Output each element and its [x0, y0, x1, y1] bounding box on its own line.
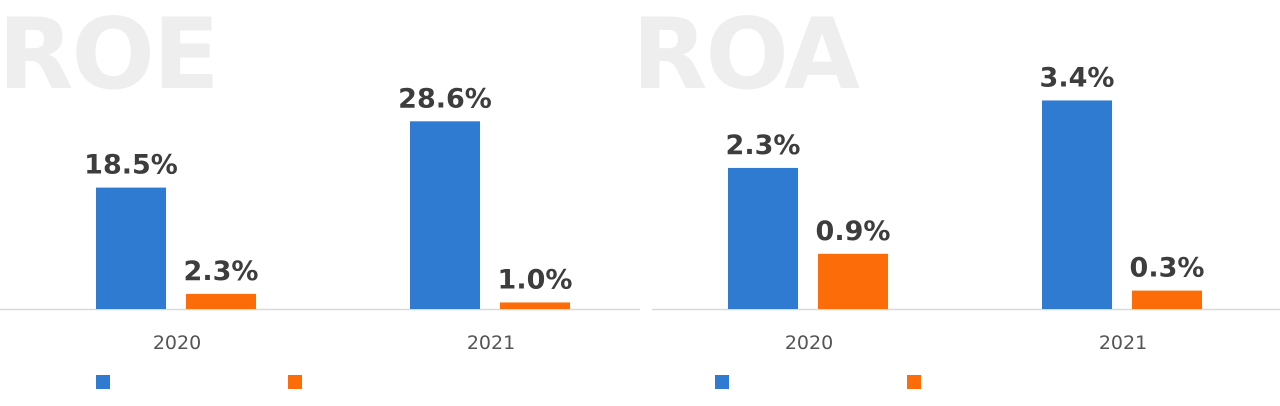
roa-legend-swatch-series-2	[907, 375, 921, 389]
roa-title: ROA	[632, 0, 860, 112]
roa-chart: ROA 2.3% 0.9% 2020 3.4% 0.3% 2021	[632, 0, 1280, 406]
roa-data-label-2020-series-2: 0.9%	[816, 216, 891, 247]
roa-legend-swatch-series-1	[715, 375, 729, 389]
roe-title: ROE	[0, 0, 220, 112]
roe-legend-swatch-series-2	[288, 375, 302, 389]
roe-x-tick-2021: 2021	[467, 332, 515, 354]
roe-plot: 18.5% 2.3% 2020 28.6% 1.0% 2021	[0, 83, 640, 354]
roe-x-tick-2020: 2020	[153, 332, 201, 354]
roa-plot: 2.3% 0.9% 2020 3.4% 0.3% 2021	[652, 62, 1280, 354]
roa-bar-2021-series-2	[1132, 290, 1202, 309]
roa-data-label-2020-series-1: 2.3%	[726, 130, 801, 161]
roe-chart: ROE 18.5% 2.3% 2020 28.6% 1.0% 2021	[0, 0, 640, 389]
roe-bar-2020-series-2	[186, 293, 256, 309]
roe-bar-2021-series-2	[500, 302, 570, 309]
roa-x-tick-2020: 2020	[785, 332, 833, 354]
roa-bar-2020-series-2	[818, 253, 888, 309]
roe-data-label-2021-series-1: 28.6%	[398, 83, 492, 114]
roa-x-tick-2021: 2021	[1099, 332, 1147, 354]
roa-data-label-2021-series-2: 0.3%	[1130, 253, 1205, 284]
roe-bar-2020-series-1	[96, 187, 166, 309]
roe-legend-swatch-series-1	[96, 375, 110, 389]
roe-bar-2021-series-1	[410, 121, 480, 309]
roe-data-label-2021-series-2: 1.0%	[498, 264, 573, 295]
roe-data-label-2020-series-2: 2.3%	[184, 256, 259, 287]
roa-bar-2021-series-1	[1042, 100, 1112, 309]
roa-bar-2020-series-1	[728, 167, 798, 309]
roe-data-label-2020-series-1: 18.5%	[84, 150, 178, 181]
roa-data-label-2021-series-1: 3.4%	[1040, 62, 1115, 93]
